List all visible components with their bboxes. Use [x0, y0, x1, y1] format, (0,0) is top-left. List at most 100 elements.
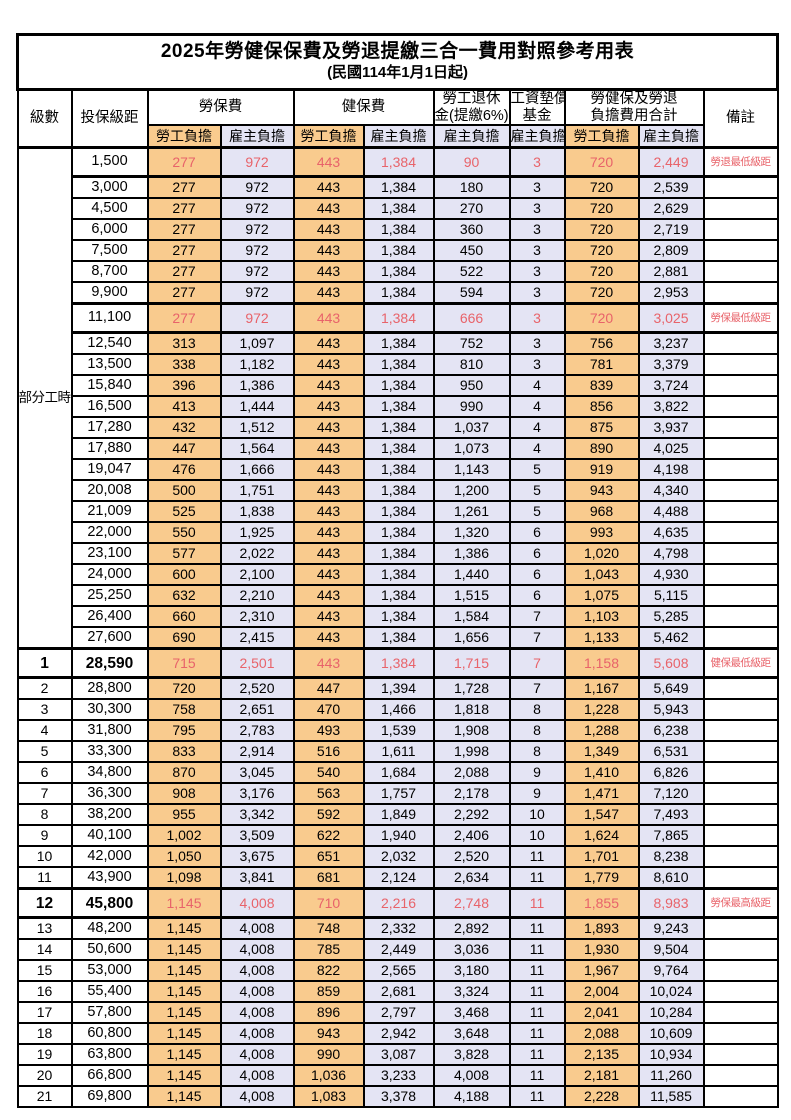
value-cell: 720	[563, 146, 640, 179]
value-cell: 600	[146, 563, 222, 587]
value-cell: 493	[292, 719, 365, 743]
value-cell: 7	[508, 605, 566, 629]
value-cell: 2,181	[563, 1064, 640, 1088]
table-row: 7,500 277 972 443 1,384 450 3 720 2,809	[18, 239, 779, 263]
value-cell: 856	[563, 395, 640, 419]
value-cell: 443	[292, 647, 365, 680]
note-cell	[702, 374, 779, 398]
value-cell: 7	[508, 626, 566, 650]
value-cell: 1,384	[362, 542, 435, 566]
value-cell: 7,493	[637, 803, 705, 827]
bracket-cell: 57,800	[70, 1001, 149, 1025]
value-cell: 563	[292, 782, 365, 806]
value-cell: 7,120	[637, 782, 705, 806]
value-cell: 277	[146, 197, 222, 221]
note-cell	[702, 479, 779, 503]
value-cell: 8,238	[637, 845, 705, 869]
note-cell	[702, 331, 779, 356]
value-cell: 968	[563, 500, 640, 524]
value-cell: 3,237	[637, 331, 705, 356]
note-cell	[702, 824, 779, 848]
value-cell: 1,384	[362, 353, 435, 377]
note-cell	[702, 626, 779, 650]
value-cell: 781	[563, 353, 640, 377]
value-cell: 1,855	[563, 887, 640, 920]
value-cell: 3,724	[637, 374, 705, 398]
bracket-cell: 45,800	[70, 887, 149, 920]
value-cell: 8,610	[637, 866, 705, 890]
value-cell: 10,024	[637, 980, 705, 1004]
bracket-cell: 7,500	[70, 239, 149, 263]
value-cell: 3	[508, 353, 566, 377]
value-cell: 11	[508, 1022, 566, 1046]
value-cell: 870	[146, 761, 222, 785]
value-cell: 443	[292, 353, 365, 377]
value-cell: 1,444	[219, 395, 295, 419]
table-row: 19,047 476 1,666 443 1,384 1,143 5 919 4,198	[18, 458, 779, 482]
value-cell: 180	[432, 175, 511, 200]
value-cell: 4,008	[219, 959, 295, 983]
value-cell: 470	[292, 698, 365, 722]
value-cell: 443	[292, 197, 365, 221]
value-cell: 3	[508, 331, 566, 356]
value-cell: 443	[292, 605, 365, 629]
value-cell: 1,167	[563, 676, 640, 701]
value-cell: 1,624	[563, 824, 640, 848]
title-cell: 2025年勞健保保費及勞退提繳三合一費用對照參考用表 (民國114年1月1日起)	[15, 33, 780, 91]
bracket-cell: 12,540	[70, 331, 149, 356]
value-cell: 2,797	[362, 1001, 435, 1025]
table-row: 6 34,800 870 3,045 540 1,684 2,088 9 1,410 6,826	[16, 761, 779, 785]
value-cell: 592	[292, 803, 365, 827]
level-cell: 14	[16, 938, 73, 962]
note-cell	[702, 260, 779, 284]
subheader-pension-employer: 雇主負擔	[432, 124, 511, 149]
bracket-cell: 31,800	[70, 719, 149, 743]
value-cell: 6,826	[637, 761, 705, 785]
note-cell	[702, 584, 779, 608]
header-burden-row: 勞工負擔 雇主負擔 勞工負擔 雇主負擔 雇主負擔 雇主負擔 勞工負擔 雇主負擔	[18, 124, 778, 149]
value-cell: 2,406	[432, 824, 511, 848]
table-row: 13 48,200 1,145 4,008 748 2,332 2,892 11 1,893 9,…	[16, 916, 779, 941]
table-row: 20,008 500 1,751 443 1,384 1,200 5 943 4,340	[18, 479, 779, 503]
value-cell: 11	[508, 866, 566, 890]
value-cell: 1,073	[432, 437, 511, 461]
value-cell: 277	[146, 146, 222, 179]
value-cell: 2,681	[362, 980, 435, 1004]
value-cell: 443	[292, 281, 365, 305]
value-cell: 3,324	[432, 980, 511, 1004]
value-cell: 11	[508, 1085, 566, 1109]
value-cell: 5	[508, 479, 566, 503]
bracket-cell: 60,800	[70, 1022, 149, 1046]
table-row: 3 30,300 758 2,651 470 1,466 1,818 8 1,228 5,943	[16, 698, 779, 722]
value-cell: 1,386	[219, 374, 295, 398]
value-cell: 2,216	[362, 887, 435, 920]
bracket-cell: 6,000	[70, 218, 149, 242]
bracket-cell: 22,000	[70, 521, 149, 545]
value-cell: 1,838	[219, 500, 295, 524]
value-cell: 443	[292, 416, 365, 440]
bracket-cell: 38,200	[70, 803, 149, 827]
value-cell: 11,260	[637, 1064, 705, 1088]
value-cell: 1,043	[563, 563, 640, 587]
note-cell	[702, 740, 779, 764]
value-cell: 1,818	[432, 698, 511, 722]
value-cell: 3,036	[432, 938, 511, 962]
value-cell: 1,097	[219, 331, 295, 356]
value-cell: 1,320	[432, 521, 511, 545]
value-cell: 1,384	[362, 302, 435, 335]
bracket-cell: 50,600	[70, 938, 149, 962]
value-cell: 8	[508, 698, 566, 722]
value-cell: 9,504	[637, 938, 705, 962]
value-cell: 710	[292, 887, 365, 920]
value-cell: 4,798	[637, 542, 705, 566]
value-cell: 1,701	[563, 845, 640, 869]
value-cell: 1,666	[219, 458, 295, 482]
value-cell: 1,751	[219, 479, 295, 503]
table-row: 12,540 313 1,097 443 1,384 752 3 756 3,237	[18, 331, 779, 356]
value-cell: 859	[292, 980, 365, 1004]
subheader-total-employer: 雇主負擔	[637, 124, 705, 149]
table-row: 12 45,800 1,145 4,008 710 2,216 2,748 11 1,855 8,…	[16, 887, 779, 920]
note-cell	[702, 437, 779, 461]
value-cell: 2,124	[362, 866, 435, 890]
value-cell: 720	[563, 175, 640, 200]
